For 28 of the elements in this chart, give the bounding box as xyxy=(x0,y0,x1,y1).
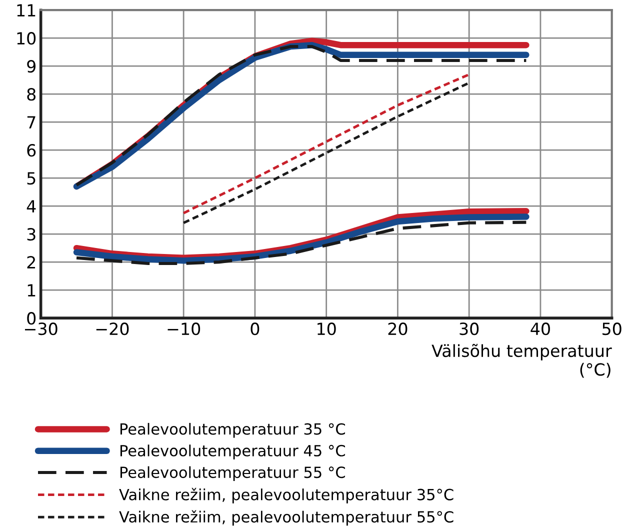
legend-label: Pealevoolutemperatuur 55 °C xyxy=(120,466,345,482)
legend-label: Vaikne režiim, pealevoolutemperatuur 55°C xyxy=(119,510,454,526)
x-tick-label: 10 xyxy=(318,322,336,336)
x-tick-label: 40 xyxy=(530,322,550,336)
y-tick-label: 1 xyxy=(28,284,36,296)
x-tick-label: 0 xyxy=(250,322,260,336)
y-tick-label: 8 xyxy=(27,88,36,101)
x-tick-label: 20 xyxy=(388,322,408,336)
y-tick-label: 11 xyxy=(17,4,36,16)
y-tick-label: 0 xyxy=(27,312,36,325)
y-tick-label: 3 xyxy=(27,228,36,241)
y-tick-label: 4 xyxy=(26,200,36,212)
line-series xyxy=(74,220,528,266)
legend-label: Vaikne režiim, pealevoolutemperatuur 35°C xyxy=(119,488,454,504)
x-tick-label: 30 xyxy=(460,322,479,336)
legend-label: Pealevoolutemperatuur 45 °C xyxy=(120,444,345,460)
y-tick-label: 2 xyxy=(27,256,35,268)
x-tick-label: −20 xyxy=(96,322,129,336)
y-tick-label: 10 xyxy=(17,32,36,45)
x-tick-label: −30 xyxy=(25,322,58,336)
y-tick-label: 7 xyxy=(27,116,36,128)
x-tick-label: 50 xyxy=(602,322,622,336)
legend-label: Pealevoolutemperatuur 35 °C xyxy=(120,422,345,438)
y-tick-label: 6 xyxy=(27,144,36,157)
y-tick-label: 5 xyxy=(27,172,36,185)
x-tick-label: −10 xyxy=(168,322,200,336)
x-axis-title: Välisõhu temperatuur (°C) xyxy=(432,344,612,378)
y-tick-label: 9 xyxy=(27,60,36,73)
